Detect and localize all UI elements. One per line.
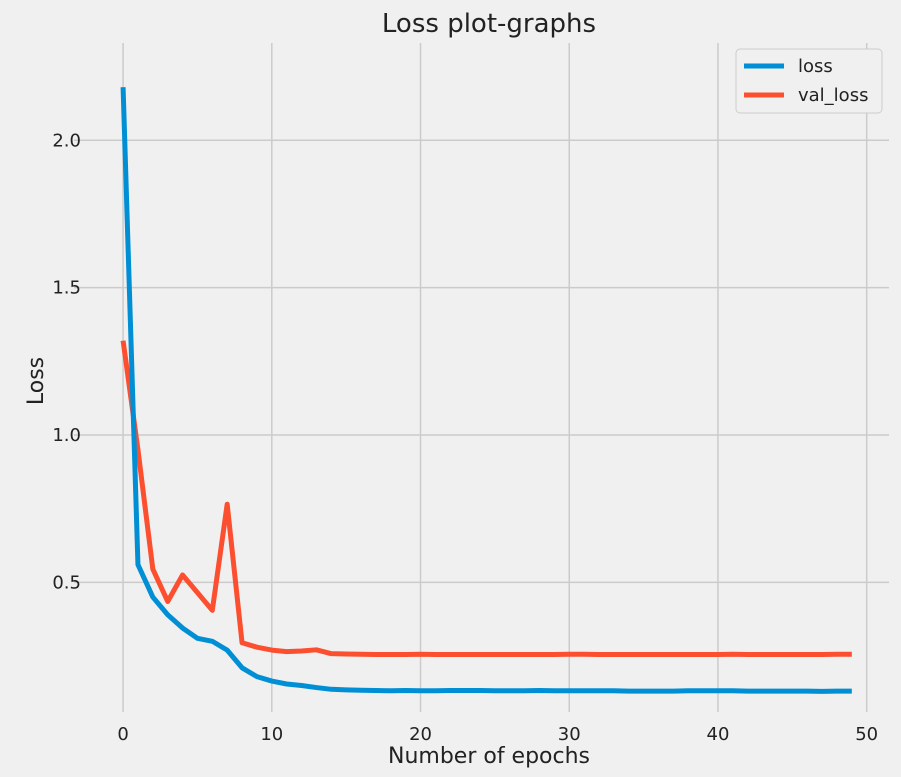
chart-title: Loss plot-graphs bbox=[382, 9, 596, 39]
legend-label-val-loss: val_loss bbox=[798, 85, 868, 106]
y-tick-label: 0.5 bbox=[52, 572, 81, 593]
x-tick-label: 20 bbox=[409, 724, 432, 745]
y-axis-label: Loss bbox=[24, 357, 49, 405]
grid-lines bbox=[74, 43, 889, 712]
y-tick-labels: 0.5 1.0 1.5 2.0 bbox=[52, 130, 81, 593]
legend-label-loss: loss bbox=[798, 56, 833, 77]
y-tick-label: 1.0 bbox=[52, 425, 81, 446]
x-tick-label: 30 bbox=[558, 724, 581, 745]
series-line-loss bbox=[120, 87, 852, 694]
legend: loss val_loss bbox=[735, 48, 883, 114]
x-tick-label: 10 bbox=[260, 724, 283, 745]
x-tick-labels: 0 10 20 30 40 50 bbox=[117, 724, 878, 745]
series-line-val-loss bbox=[120, 340, 852, 658]
y-tick-label: 2.0 bbox=[52, 130, 81, 151]
x-tick-label: 0 bbox=[117, 724, 128, 745]
x-axis-label: Number of epochs bbox=[388, 744, 590, 769]
y-tick-label: 1.5 bbox=[52, 278, 81, 299]
x-tick-label: 50 bbox=[855, 724, 878, 745]
x-tick-label: 40 bbox=[707, 724, 730, 745]
series-layer bbox=[120, 87, 852, 694]
